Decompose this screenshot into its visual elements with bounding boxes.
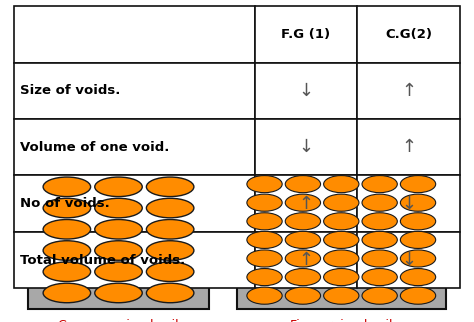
Ellipse shape: [146, 241, 194, 260]
Ellipse shape: [247, 250, 282, 267]
Text: ↓: ↓: [401, 251, 416, 269]
Text: Volume of one void.: Volume of one void.: [20, 141, 169, 154]
Ellipse shape: [285, 175, 320, 193]
Text: ↑: ↑: [401, 82, 416, 100]
Bar: [14, 63, 255, 119]
Bar: [255, 63, 357, 119]
Text: No of voids.: No of voids.: [20, 197, 109, 210]
Text: F.G (1): F.G (1): [282, 28, 331, 41]
Ellipse shape: [146, 220, 194, 239]
Text: ↓: ↓: [299, 138, 314, 156]
Bar: [14, 119, 255, 175]
Bar: [14, 6, 255, 63]
Ellipse shape: [285, 250, 320, 267]
Ellipse shape: [324, 269, 359, 286]
Bar: [357, 232, 460, 288]
Ellipse shape: [362, 250, 397, 267]
Ellipse shape: [95, 283, 142, 303]
Bar: [14, 175, 255, 232]
Ellipse shape: [362, 175, 397, 193]
Ellipse shape: [285, 269, 320, 286]
Ellipse shape: [43, 241, 91, 260]
Ellipse shape: [324, 175, 359, 193]
Ellipse shape: [401, 175, 436, 193]
Ellipse shape: [247, 287, 282, 304]
Text: ↓: ↓: [401, 195, 416, 213]
Ellipse shape: [43, 220, 91, 239]
Bar: [28, 171, 209, 309]
Text: ↑: ↑: [299, 251, 314, 269]
Text: ↓: ↓: [299, 82, 314, 100]
Ellipse shape: [362, 194, 397, 211]
Text: ↑: ↑: [299, 195, 314, 213]
Ellipse shape: [247, 175, 282, 193]
Ellipse shape: [285, 231, 320, 249]
Ellipse shape: [146, 177, 194, 196]
Ellipse shape: [95, 262, 142, 281]
Ellipse shape: [401, 287, 436, 304]
Ellipse shape: [362, 213, 397, 230]
Ellipse shape: [324, 194, 359, 211]
Text: Fine grained soil: Fine grained soil: [290, 319, 392, 322]
Ellipse shape: [401, 269, 436, 286]
Bar: [255, 6, 357, 63]
Ellipse shape: [43, 283, 91, 303]
Bar: [357, 175, 460, 232]
Text: Size of voids.: Size of voids.: [20, 84, 120, 98]
Bar: [255, 119, 357, 175]
Ellipse shape: [324, 250, 359, 267]
Ellipse shape: [362, 269, 397, 286]
Text: C.G(2): C.G(2): [385, 28, 432, 41]
Ellipse shape: [146, 283, 194, 303]
Bar: [237, 171, 446, 309]
Ellipse shape: [285, 287, 320, 304]
Ellipse shape: [401, 213, 436, 230]
Ellipse shape: [324, 213, 359, 230]
Ellipse shape: [43, 177, 91, 196]
Bar: [357, 63, 460, 119]
Ellipse shape: [285, 213, 320, 230]
Ellipse shape: [247, 194, 282, 211]
Ellipse shape: [362, 287, 397, 304]
Ellipse shape: [247, 213, 282, 230]
Ellipse shape: [401, 194, 436, 211]
Text: Total volume of voids.: Total volume of voids.: [20, 253, 185, 267]
Ellipse shape: [95, 177, 142, 196]
Text: Coarse grained soil: Coarse grained soil: [58, 319, 179, 322]
Ellipse shape: [285, 194, 320, 211]
Bar: [357, 119, 460, 175]
Ellipse shape: [146, 198, 194, 218]
Ellipse shape: [247, 269, 282, 286]
Ellipse shape: [43, 198, 91, 218]
Bar: [255, 175, 357, 232]
Bar: [255, 232, 357, 288]
Ellipse shape: [146, 262, 194, 281]
Bar: [357, 6, 460, 63]
Ellipse shape: [362, 231, 397, 249]
Ellipse shape: [401, 250, 436, 267]
Ellipse shape: [95, 220, 142, 239]
Ellipse shape: [95, 241, 142, 260]
Text: ↑: ↑: [401, 138, 416, 156]
Ellipse shape: [247, 231, 282, 249]
Ellipse shape: [324, 231, 359, 249]
Ellipse shape: [43, 262, 91, 281]
Bar: [14, 232, 255, 288]
Ellipse shape: [95, 198, 142, 218]
Ellipse shape: [401, 231, 436, 249]
Ellipse shape: [324, 287, 359, 304]
